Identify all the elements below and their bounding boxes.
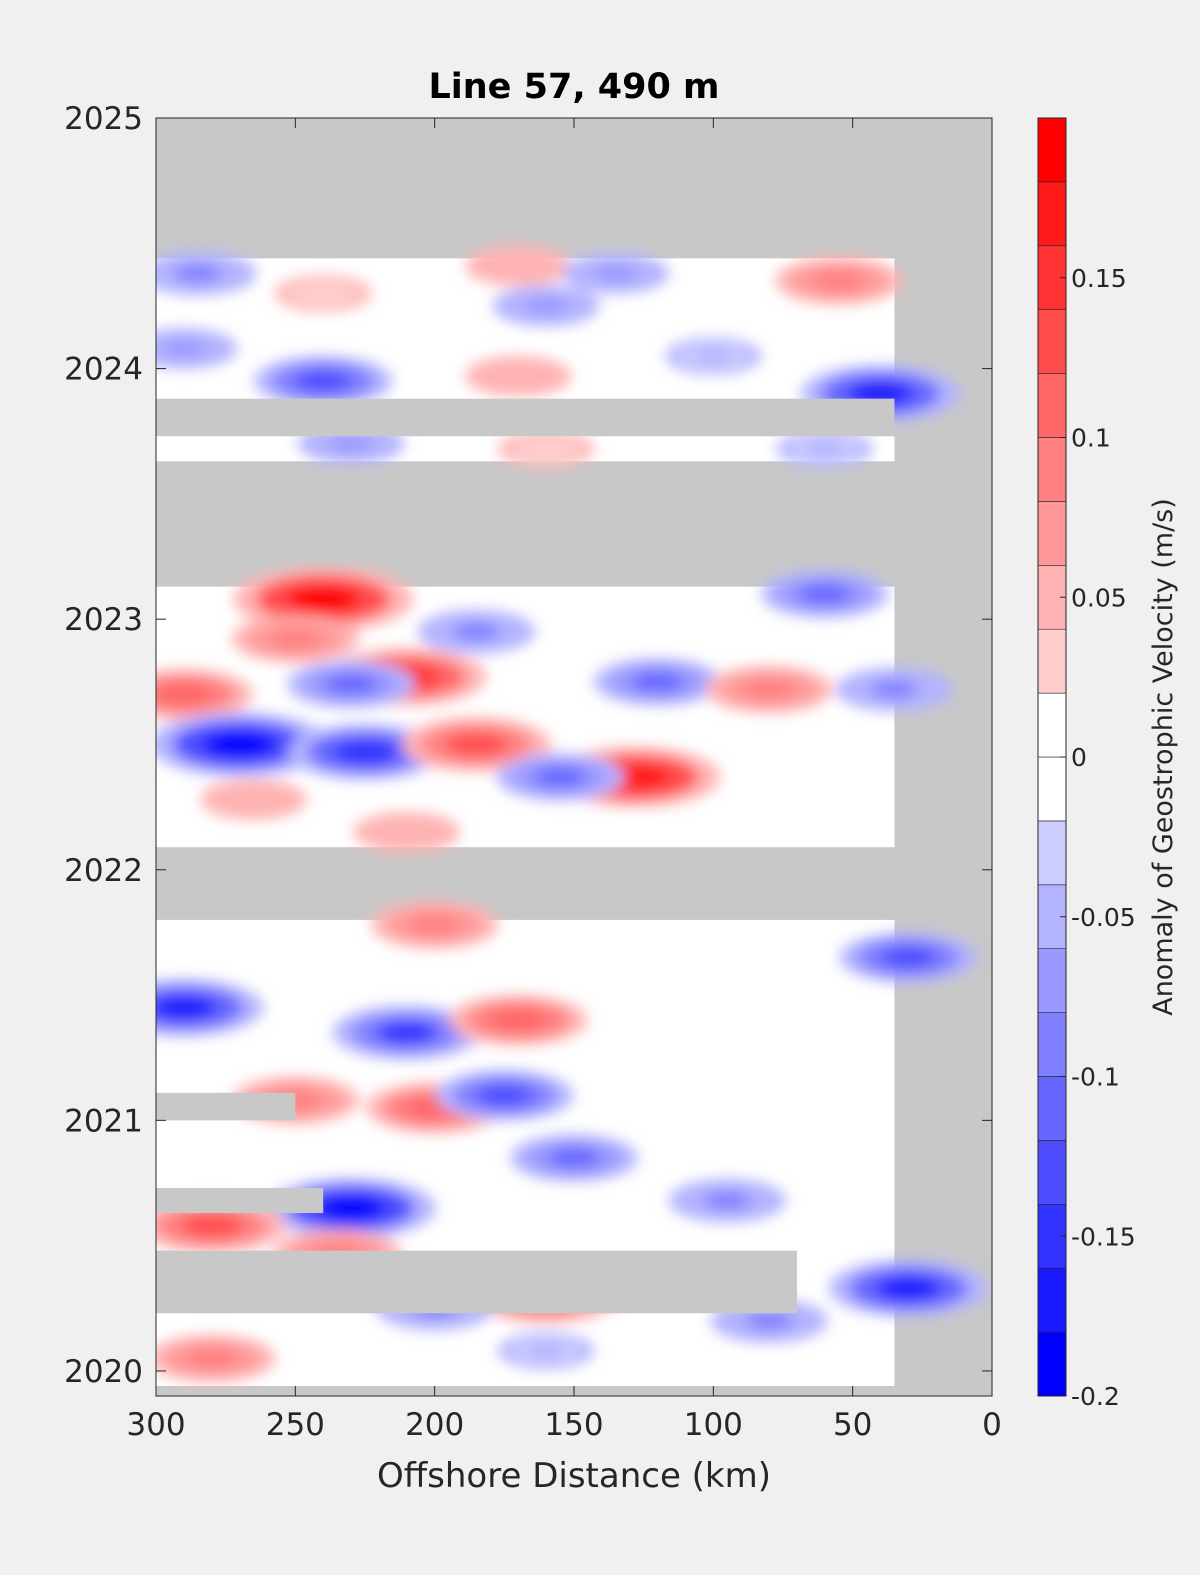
anomaly-feature-core — [333, 740, 397, 764]
anomaly-feature-core — [294, 370, 352, 392]
chart-title: Line 57, 490 m — [428, 67, 719, 107]
y-tick-label: 2024 — [64, 352, 143, 388]
y-tick-label: 2025 — [64, 101, 143, 137]
anomaly-feature-core — [316, 1195, 386, 1221]
anomaly-feature-core — [703, 1191, 752, 1210]
anomaly-feature-core — [870, 680, 919, 699]
anomaly-feature-core — [156, 684, 213, 705]
anomaly-feature-core — [547, 1148, 601, 1168]
x-axis-ticks: 300 250 200 150 100 50 0 — [126, 118, 1002, 1443]
anomaly-feature-core — [325, 674, 378, 694]
y-tick-label: 2023 — [64, 602, 143, 638]
anomaly-feature-core — [526, 1343, 566, 1359]
anomaly-feature-core — [162, 340, 206, 357]
anomaly-feature-core — [693, 348, 733, 364]
anomaly-feature-core — [812, 271, 865, 291]
x-tick-label: 300 — [126, 1407, 185, 1443]
x-axis-label: Offshore Distance (km) — [377, 1456, 771, 1496]
anomaly-feature-core — [329, 435, 373, 453]
colorbar-segment — [1037, 820, 1067, 886]
anomaly-feature-core — [446, 733, 507, 756]
colorbar-segment — [1037, 948, 1067, 1013]
anomaly-features-layer — [156, 245, 989, 1383]
plot-area — [156, 118, 992, 1396]
missing-data-gap — [156, 1188, 324, 1214]
colorbar-segment — [1037, 117, 1067, 183]
colorbar-segment — [1037, 437, 1067, 502]
missing-data-gap — [156, 398, 895, 437]
colorbar-segment — [1037, 1012, 1067, 1077]
y-axis-ticks: 2020 2021 2022 2023 2024 2025 — [64, 101, 992, 1390]
colorbar-segment — [1037, 501, 1067, 566]
x-tick-label: 200 — [405, 1407, 464, 1443]
y-tick-label: 2021 — [64, 1103, 143, 1139]
anomaly-feature-core — [798, 584, 851, 604]
colorbar-segment — [1037, 1076, 1067, 1141]
anomaly-feature-core — [452, 622, 501, 641]
anomaly-feature-core — [534, 767, 587, 787]
anomaly-feature-core — [880, 947, 937, 968]
anomaly-feature-core — [408, 915, 461, 935]
x-tick-label: 100 — [684, 1407, 743, 1443]
x-tick-label: 50 — [833, 1407, 872, 1443]
anomaly-feature-core — [269, 629, 322, 649]
anomaly-feature-core — [631, 672, 684, 692]
anomaly-feature-core — [476, 1084, 533, 1106]
missing-data-gaps-layer — [156, 398, 895, 1314]
y-tick-label: 2020 — [64, 1354, 143, 1390]
colorbar-segment — [1037, 692, 1067, 758]
colorbar: -0.2 -0.15 -0.1 -0.05 0 0.05 0.1 0.15 — [1037, 117, 1136, 1411]
anomaly-feature-core — [385, 823, 429, 841]
colorbar-tick-label: -0.05 — [1071, 903, 1136, 932]
colorbar-tick-label: -0.2 — [1071, 1382, 1120, 1411]
anomaly-feature-core — [185, 1348, 238, 1369]
anomaly-feature-core — [875, 1276, 941, 1300]
anomaly-feature-core — [745, 1311, 793, 1330]
colorbar-segment — [1037, 373, 1067, 438]
colorbar-segment — [1037, 756, 1067, 822]
anomaly-feature-core — [286, 586, 360, 613]
anomaly-feature-core — [496, 257, 541, 275]
anomaly-feature-core — [181, 1214, 243, 1237]
colorbar-segment — [1037, 1331, 1067, 1397]
x-tick-label: 250 — [266, 1407, 325, 1443]
anomaly-feature-core — [202, 731, 277, 758]
colorbar-tick-label: 0.1 — [1071, 424, 1111, 453]
colorbar-tick-label: 0 — [1071, 743, 1087, 772]
anomaly-feature-core — [524, 297, 568, 315]
x-tick-label: 0 — [982, 1407, 1002, 1443]
colorbar-segment — [1037, 309, 1067, 374]
anomaly-feature-core — [156, 995, 217, 1020]
anomaly-feature-core — [805, 441, 845, 457]
anomaly-feature-core — [496, 367, 541, 385]
anomaly-feature-core — [490, 1009, 547, 1031]
colorbar-segment — [1037, 628, 1067, 694]
colorbar-tick-label: -0.15 — [1071, 1222, 1136, 1251]
colorbar-tick-label: -0.1 — [1071, 1063, 1120, 1092]
anomaly-feature-core — [173, 264, 222, 283]
colorbar-tick-label: 0.15 — [1071, 264, 1127, 293]
colorbar-label: Anomaly of Geostrophic Velocity (m/s) — [1148, 498, 1179, 1016]
anomaly-feature-core — [526, 441, 566, 457]
anomaly-feature-core — [743, 679, 796, 699]
missing-data-gap — [156, 1250, 797, 1314]
missing-data-gap — [156, 1092, 296, 1121]
anomaly-feature-core — [231, 791, 276, 808]
colorbar-segment — [1037, 181, 1067, 247]
anomaly-feature-core — [376, 1021, 438, 1044]
anomaly-feature-core — [303, 285, 343, 301]
colorbar-segment — [1037, 1267, 1067, 1333]
colorbar-tick-label: 0.05 — [1071, 583, 1127, 612]
x-tick-label: 150 — [544, 1407, 603, 1443]
anomaly-feature-core — [594, 265, 638, 282]
y-tick-label: 2022 — [64, 853, 143, 889]
colorbar-segment — [1037, 1140, 1067, 1205]
